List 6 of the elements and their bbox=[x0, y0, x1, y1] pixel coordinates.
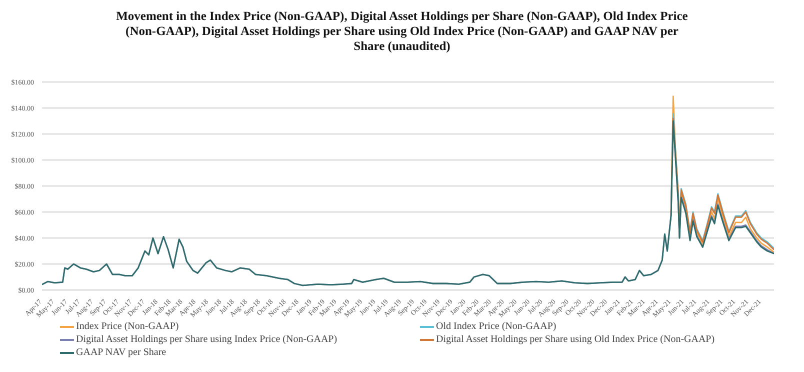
legend-label: Old Index Price (Non-GAAP) bbox=[436, 321, 556, 332]
legend-label: Index Price (Non-GAAP) bbox=[76, 321, 179, 332]
legend-label: Digital Asset Holdings per Share using Index Price (Non-GAAP) bbox=[76, 334, 338, 345]
legend-label: GAAP NAV per Share bbox=[76, 347, 166, 358]
chart-title: Movement in the Index Price (Non-GAAP), Digital Asset Holdings per Share (Non-GAAP), Old Index Price (Non-GAAP), Digital Asset Holdings per Share using Old Index Price (Non-GAAP) and GAAP NAV per Share (unaudited) bbox=[115, 8, 689, 54]
legend-label: Digital Asset Holdings per Share using Old Index Price (Non-GAAP) bbox=[436, 334, 715, 345]
